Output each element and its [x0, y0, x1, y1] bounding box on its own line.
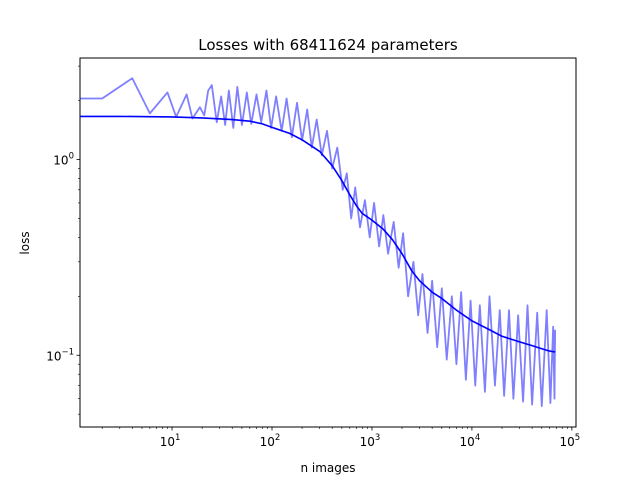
axes-layer: 101 102 103 104 105 100 10−1 [46, 65, 581, 449]
y-tick-label: 10−1 [46, 347, 74, 363]
chart-title: Losses with 68411624 parameters [198, 36, 458, 54]
series-line-smoothed [80, 115, 556, 353]
x-tick-label: 104 [460, 433, 481, 449]
x-axis-label: n images [300, 461, 355, 475]
x-tick-label: 101 [160, 433, 181, 449]
x-tick-label: 103 [360, 433, 381, 449]
series-layer [80, 77, 557, 407]
x-tick-label: 105 [560, 433, 581, 449]
y-tick-label: 100 [53, 151, 74, 167]
x-tick-label: 102 [260, 433, 281, 449]
y-axis-label: loss [18, 231, 32, 254]
plot-frame [79, 57, 577, 428]
